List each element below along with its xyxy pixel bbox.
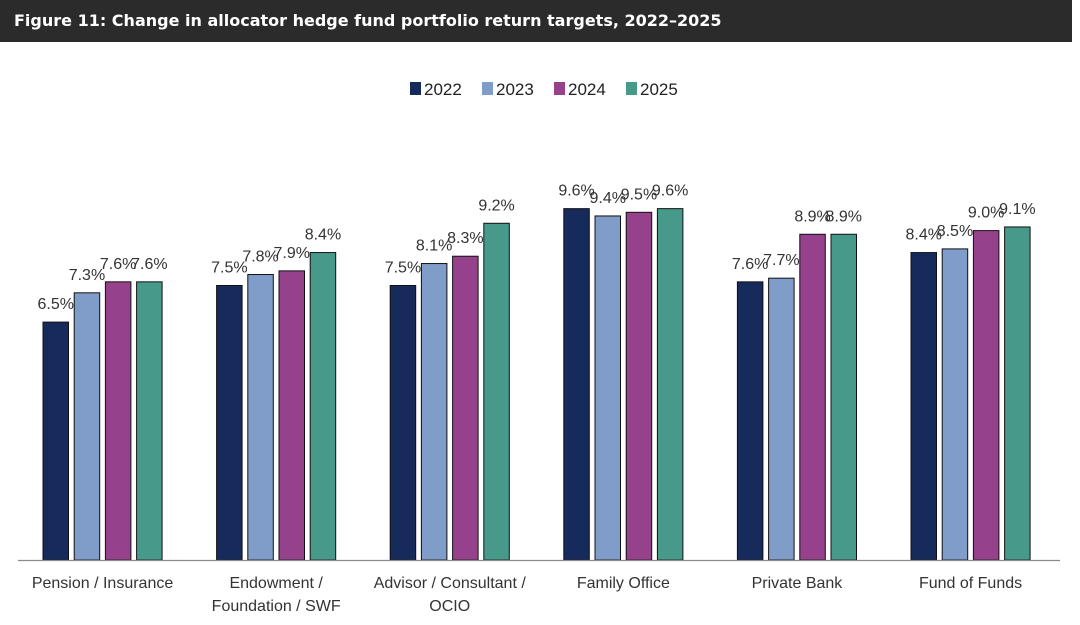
bar-2-2024 [278,270,305,561]
data-label-5-2025: 8.9% [826,208,862,225]
data-label-2-2022: 7.5% [211,260,247,277]
legend-swatch-2022 [410,82,421,95]
data-label-6-2024: 9.0% [968,205,1004,222]
bar-5-2025 [830,233,857,561]
data-label-4-2023: 9.4% [590,190,626,207]
bar-1-2023 [73,292,101,561]
category-label-5: Private Bank [752,575,844,592]
category-label-3-line-1: Advisor / Consultant / [374,575,527,592]
bar-5-2022 [736,281,764,561]
bar-1-2022 [42,321,69,561]
category-label-3-line-2: OCIO [429,598,470,615]
data-label-3-2023: 8.1% [416,238,452,255]
bar-4-2024 [625,211,653,561]
legend-swatch-2023 [482,82,493,95]
data-label-3-2025: 9.2% [478,197,514,214]
bar-4-2022 [563,208,590,561]
data-label-5-2023: 7.7% [763,252,799,269]
data-label-4-2025: 9.6% [652,183,688,200]
bar-5-2024 [799,233,826,561]
data-label-6-2025: 9.1% [999,201,1035,218]
data-label-2-2024: 7.9% [274,245,310,262]
bar-3-2025 [483,222,510,561]
data-label-2-2023: 7.8% [242,249,278,266]
figure-title: Figure 11: Change in allocator hedge fun… [0,0,1072,42]
legend-label-2022: 2022 [424,80,462,99]
bar-3-2023 [420,263,448,561]
legend-label-2024: 2024 [568,80,606,99]
data-label-1-2022: 6.5% [38,296,74,313]
bar-6-2023 [941,248,969,561]
bar-2-2025 [309,252,337,561]
data-labels-group: 6.5%7.3%7.6%7.6% 7.5%7.8%7.9%8.4%7.5%8.1%… [38,183,1036,313]
legend-swatch-2024 [554,82,565,95]
legend-swatch-2025 [626,82,637,95]
data-label-2-2025: 8.4% [305,227,341,244]
data-label-6-2023: 8.5% [937,223,973,240]
bar-1-2024 [104,281,132,561]
bar-4-2025 [656,208,684,561]
bar-3-2024 [452,255,479,561]
bar-6-2024 [972,230,1000,561]
data-label-1-2024: 7.6% [100,256,136,273]
data-label-6-2022: 8.4% [906,227,942,244]
category-label-6: Fund of Funds [919,575,1022,592]
bar-6-2022 [910,252,937,561]
bar-2-2022 [216,285,243,561]
category-label-1: Pension / Insurance [32,575,174,592]
data-label-4-2022: 9.6% [558,183,594,200]
data-label-5-2024: 8.9% [794,208,830,225]
legend-label-2023: 2023 [496,80,534,99]
bar-3-2022 [389,285,417,561]
bars-group [42,208,1031,561]
bar-5-2023 [768,277,795,561]
data-label-3-2022: 7.5% [385,260,421,277]
category-labels-group: Pension / Insurance Endowment / Foundation… [32,575,1022,615]
legend: 2022 2023 2024 2025 [410,80,678,99]
bar-1-2025 [136,281,163,561]
bar-2-2023 [247,274,274,561]
category-label-2-line-1: Endowment / [229,575,323,592]
category-label-2-line-2: Foundation / SWF [212,598,341,615]
category-label-4: Family Office [577,575,670,592]
data-label-3-2024: 8.3% [447,230,483,247]
data-label-4-2024: 9.5% [621,186,657,203]
bar-6-2025 [1004,226,1031,561]
data-label-5-2022: 7.6% [732,256,768,273]
data-label-1-2023: 7.3% [69,267,105,284]
data-label-1-2025: 7.6% [131,256,167,273]
legend-label-2025: 2025 [640,80,678,99]
bar-4-2023 [594,215,621,561]
